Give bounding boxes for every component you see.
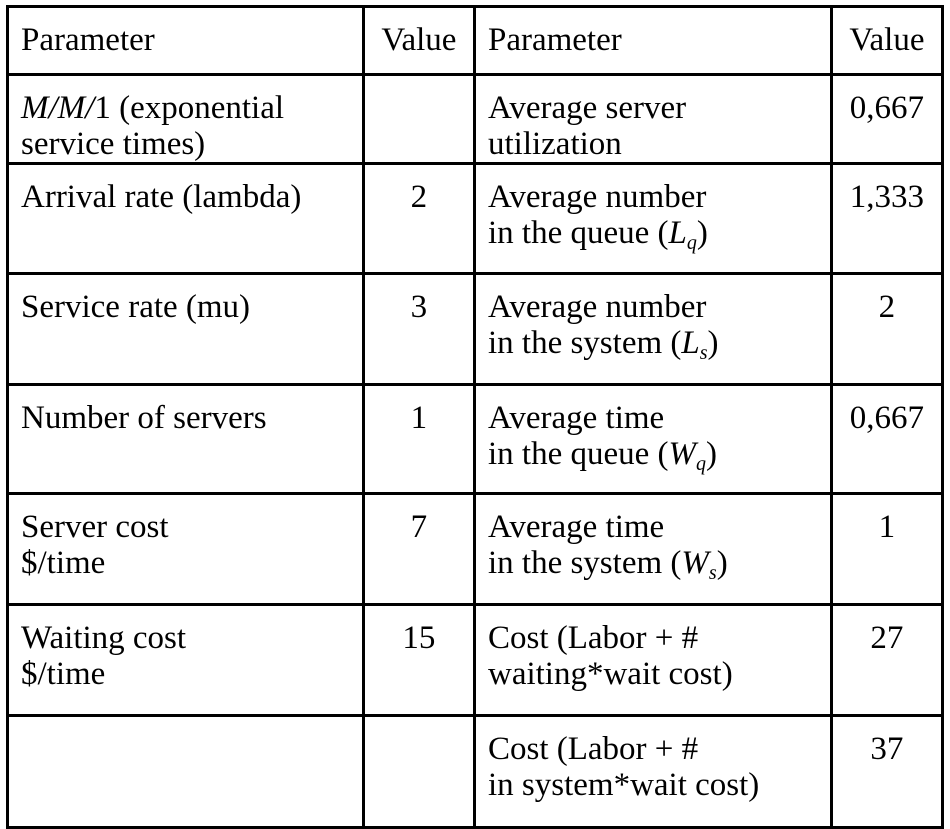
header-parameter-left: Parameter <box>6 5 365 76</box>
input-parameter-cell <box>6 714 365 829</box>
input-parameter-line: service times) <box>21 126 206 162</box>
input-parameter-cell: Waiting cost $/time <box>6 603 365 717</box>
input-parameter-cell: Service rate (mu) <box>6 272 365 386</box>
output-parameter-line: in system*wait cost) <box>488 767 820 803</box>
input-parameter-line: Arrival rate (lambda) <box>21 179 302 215</box>
output-parameter-line: Average number <box>487 289 707 325</box>
header-parameter-right: Parameter <box>472 5 833 76</box>
input-parameter-line: Waiting cost <box>21 620 187 656</box>
output-parameter-line: utilization <box>487 126 820 162</box>
close-paren: ) <box>706 436 718 472</box>
math-subscript: s <box>708 562 717 584</box>
table-row: Service rate (mu) 3 Average number in th… <box>6 272 945 386</box>
math-subscript: s <box>699 342 708 364</box>
output-parameter-line: in the queue (Lq) <box>487 215 820 254</box>
close-paren: ) <box>707 325 719 361</box>
output-parameter-text: in the queue ( <box>487 436 669 472</box>
output-parameter-line: Cost (Labor + # <box>487 731 699 767</box>
output-value-cell: 37 <box>829 714 945 829</box>
input-value-cell <box>361 714 476 829</box>
output-value-cell: 27 <box>829 603 945 717</box>
input-parameter-cell: Server cost $/time <box>6 492 365 606</box>
input-value-cell <box>361 73 476 165</box>
output-parameter-cell: Average number in the queue (Lq) <box>472 162 833 275</box>
input-value-cell: 15 <box>361 603 476 717</box>
table-row: M/M/1 (exponential service times) Averag… <box>6 73 945 165</box>
table-row: Server cost $/time 7 Average time in the… <box>6 492 945 606</box>
input-parameter-line: Server cost <box>21 509 169 545</box>
output-parameter-line: in the system (Ws) <box>487 545 820 584</box>
output-value-cell: 0,667 <box>829 73 945 165</box>
output-parameter-line: Average time <box>487 509 665 545</box>
input-value-cell: 7 <box>361 492 476 606</box>
output-value-cell: 2 <box>829 272 945 386</box>
header-value-left: Value <box>361 5 476 76</box>
output-parameter-cell: Average server utilization <box>472 73 833 165</box>
output-parameter-line: Average server <box>487 90 687 126</box>
math-symbol: L <box>668 215 687 251</box>
table-row: Waiting cost $/time 15 Cost (Labor + # w… <box>6 603 945 717</box>
close-paren: ) <box>716 545 728 581</box>
table-row: Arrival rate (lambda) 2 Average number i… <box>6 162 945 275</box>
output-parameter-text: waiting*wait cost) <box>487 656 733 692</box>
queue-parameters-table: Parameter Value Parameter Value M/M/1 (e… <box>6 5 945 829</box>
model-description: 1 (exponential <box>94 90 285 126</box>
input-value-cell: 1 <box>361 383 476 495</box>
table-row: Cost (Labor + # in system*wait cost) 37 <box>6 714 945 829</box>
header-row: Parameter Value Parameter Value <box>6 5 945 76</box>
output-value-cell: 1 <box>829 492 945 606</box>
output-parameter-line: Average time <box>487 400 665 436</box>
output-parameter-line: waiting*wait cost) <box>488 656 820 692</box>
output-parameter-line: Cost (Labor + # <box>487 620 699 656</box>
output-parameter-text: in the system ( <box>487 325 682 361</box>
math-subscript: q <box>696 453 707 475</box>
output-parameter-cell: Average time in the queue (Wq) <box>472 383 833 495</box>
close-paren: ) <box>696 215 708 251</box>
math-symbol: L <box>681 325 700 361</box>
input-parameter-line: Service rate (mu) <box>21 289 251 325</box>
output-parameter-cell: Average number in the system (Ls) <box>472 272 833 386</box>
header-value-right: Value <box>829 5 945 76</box>
output-parameter-text: in the queue ( <box>487 215 669 251</box>
input-parameter-line: M/M/1 (exponential <box>21 90 352 126</box>
output-parameter-cell: Average time in the system (Ws) <box>472 492 833 606</box>
output-parameter-text: in the system ( <box>487 545 682 581</box>
input-parameter-cell: M/M/1 (exponential service times) <box>6 73 365 165</box>
math-symbol: W <box>668 436 697 472</box>
input-parameter-cell: Arrival rate (lambda) <box>6 162 365 275</box>
model-notation: M/M/ <box>21 90 95 126</box>
math-subscript: q <box>686 232 697 254</box>
output-parameter-cell: Cost (Labor + # waiting*wait cost) <box>472 603 833 717</box>
input-value-cell: 3 <box>361 272 476 386</box>
output-parameter-line: in the queue (Wq) <box>487 436 820 475</box>
input-parameter-cell: Number of servers <box>6 383 365 495</box>
input-value-cell: 2 <box>361 162 476 275</box>
output-parameter-text: utilization <box>487 126 622 162</box>
output-parameter-text: in system*wait cost) <box>487 767 760 803</box>
output-parameter-cell: Cost (Labor + # in system*wait cost) <box>472 714 833 829</box>
output-value-cell: 1,333 <box>829 162 945 275</box>
input-parameter-line: Number of servers <box>21 400 267 436</box>
input-parameter-line: $/time <box>21 656 106 692</box>
input-parameter-line: $/time <box>21 545 106 581</box>
output-value-cell: 0,667 <box>829 383 945 495</box>
output-parameter-line: Average number <box>487 179 707 215</box>
math-symbol: W <box>681 545 709 581</box>
table-row: Number of servers 1 Average time in the … <box>6 383 945 495</box>
output-parameter-line: in the system (Ls) <box>487 325 820 364</box>
